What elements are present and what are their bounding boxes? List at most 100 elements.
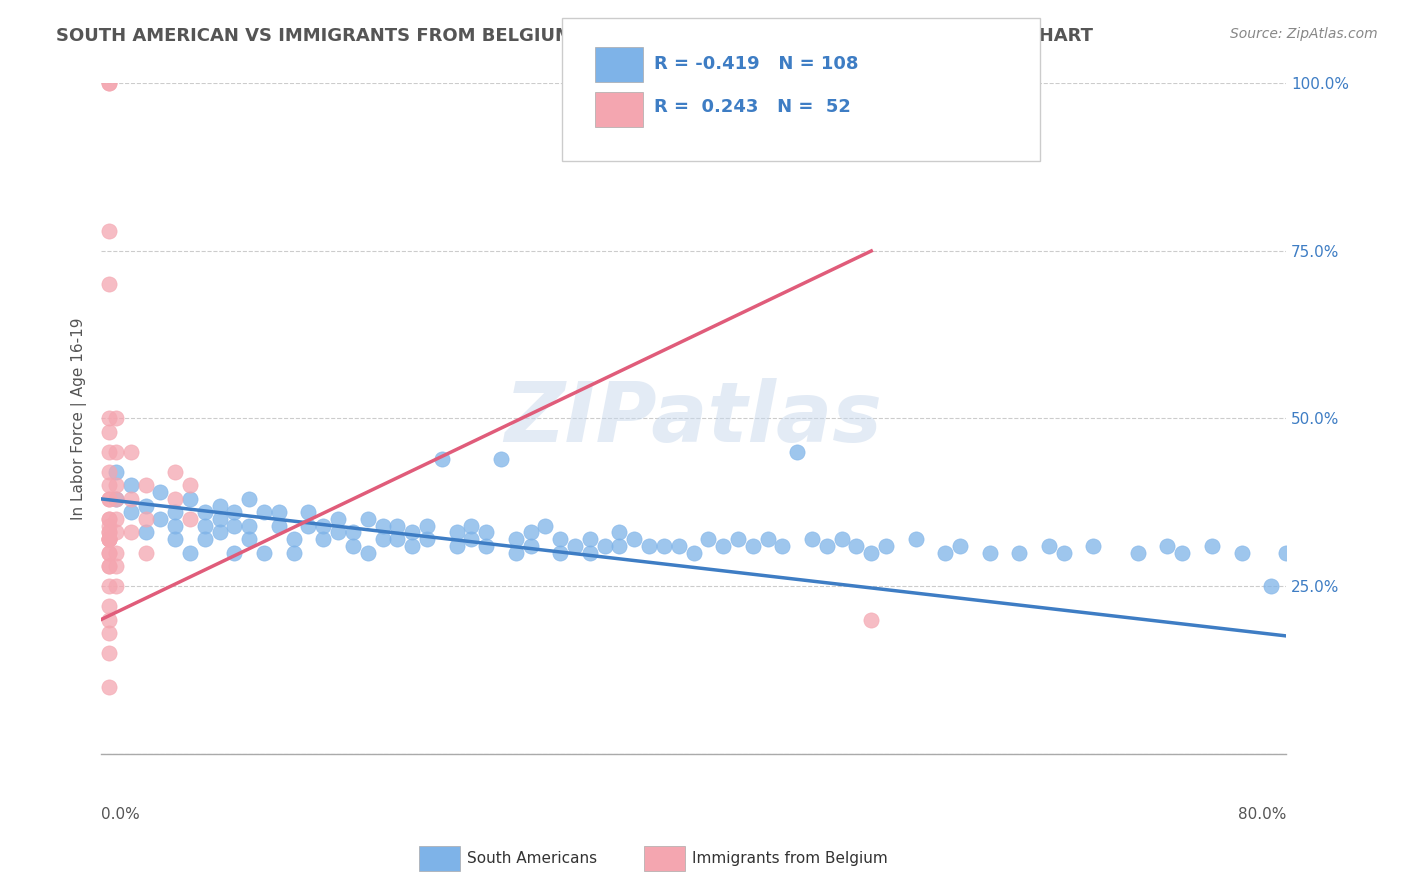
Text: ZIPatlas: ZIPatlas bbox=[505, 378, 883, 459]
Point bbox=[326, 525, 349, 540]
Point bbox=[860, 545, 883, 559]
Text: SOUTH AMERICAN VS IMMIGRANTS FROM BELGIUM IN LABOR FORCE | AGE 16-19 CORRELATION: SOUTH AMERICAN VS IMMIGRANTS FROM BELGIU… bbox=[56, 27, 1094, 45]
Point bbox=[120, 445, 142, 459]
Point bbox=[253, 505, 276, 519]
Point bbox=[165, 532, 187, 546]
Point bbox=[135, 525, 157, 540]
Point bbox=[401, 539, 423, 553]
Point bbox=[104, 491, 127, 506]
Point bbox=[97, 532, 120, 546]
Point bbox=[104, 478, 127, 492]
Point bbox=[283, 532, 305, 546]
Text: Immigrants from Belgium: Immigrants from Belgium bbox=[692, 851, 887, 865]
Text: Source: ZipAtlas.com: Source: ZipAtlas.com bbox=[1230, 27, 1378, 41]
Point bbox=[875, 539, 897, 553]
Point bbox=[430, 451, 453, 466]
Point bbox=[342, 525, 364, 540]
Point bbox=[104, 525, 127, 540]
Point bbox=[97, 224, 120, 238]
Point bbox=[224, 518, 246, 533]
Point bbox=[815, 539, 838, 553]
Point bbox=[770, 539, 793, 553]
Point bbox=[238, 518, 260, 533]
Point bbox=[97, 512, 120, 526]
Point bbox=[1201, 539, 1223, 553]
Point bbox=[564, 539, 586, 553]
Point bbox=[97, 512, 120, 526]
Point bbox=[505, 532, 527, 546]
Point bbox=[786, 445, 808, 459]
Point bbox=[165, 518, 187, 533]
Point bbox=[623, 532, 645, 546]
Point bbox=[801, 532, 824, 546]
Point bbox=[609, 539, 631, 553]
Point bbox=[97, 525, 120, 540]
Point bbox=[711, 539, 734, 553]
Point bbox=[165, 491, 187, 506]
Point bbox=[579, 532, 602, 546]
Point bbox=[638, 539, 661, 553]
Point bbox=[519, 539, 541, 553]
Point bbox=[97, 445, 120, 459]
Point bbox=[179, 545, 201, 559]
Point bbox=[1230, 545, 1253, 559]
Point bbox=[387, 518, 409, 533]
Point bbox=[97, 626, 120, 640]
Point bbox=[97, 599, 120, 613]
Point bbox=[1260, 579, 1282, 593]
Point bbox=[224, 545, 246, 559]
Point bbox=[194, 532, 217, 546]
Point bbox=[460, 518, 482, 533]
Point bbox=[387, 532, 409, 546]
Point bbox=[135, 478, 157, 492]
Point bbox=[727, 532, 749, 546]
Point bbox=[97, 77, 120, 91]
Point bbox=[179, 512, 201, 526]
Point bbox=[165, 505, 187, 519]
Point bbox=[149, 512, 172, 526]
Point bbox=[1393, 545, 1406, 559]
Point bbox=[194, 505, 217, 519]
Point bbox=[534, 518, 557, 533]
Point bbox=[267, 518, 290, 533]
Point bbox=[446, 539, 468, 553]
Point bbox=[97, 478, 120, 492]
Point bbox=[593, 539, 616, 553]
Text: 0.0%: 0.0% bbox=[101, 807, 139, 822]
Point bbox=[97, 680, 120, 694]
Point bbox=[104, 545, 127, 559]
Point bbox=[697, 532, 720, 546]
Point bbox=[97, 532, 120, 546]
Point bbox=[860, 613, 883, 627]
Point bbox=[741, 539, 763, 553]
Point bbox=[104, 579, 127, 593]
Point bbox=[416, 532, 439, 546]
Point bbox=[208, 512, 231, 526]
Point bbox=[253, 545, 276, 559]
Point bbox=[97, 613, 120, 627]
Point bbox=[1305, 545, 1327, 559]
Point bbox=[104, 512, 127, 526]
Point bbox=[1083, 539, 1105, 553]
Point bbox=[179, 478, 201, 492]
Point bbox=[104, 558, 127, 573]
Point bbox=[548, 545, 571, 559]
Point bbox=[475, 525, 498, 540]
Point bbox=[609, 525, 631, 540]
Point bbox=[104, 445, 127, 459]
Point bbox=[297, 505, 319, 519]
Point bbox=[97, 545, 120, 559]
Point bbox=[652, 539, 675, 553]
Point bbox=[1126, 545, 1149, 559]
Point bbox=[104, 465, 127, 479]
Point bbox=[238, 532, 260, 546]
Point bbox=[326, 512, 349, 526]
Point bbox=[831, 532, 853, 546]
Point bbox=[135, 545, 157, 559]
Point bbox=[357, 512, 380, 526]
Point bbox=[238, 491, 260, 506]
Point bbox=[401, 525, 423, 540]
Point bbox=[1053, 545, 1076, 559]
Point bbox=[416, 518, 439, 533]
Point bbox=[97, 411, 120, 425]
